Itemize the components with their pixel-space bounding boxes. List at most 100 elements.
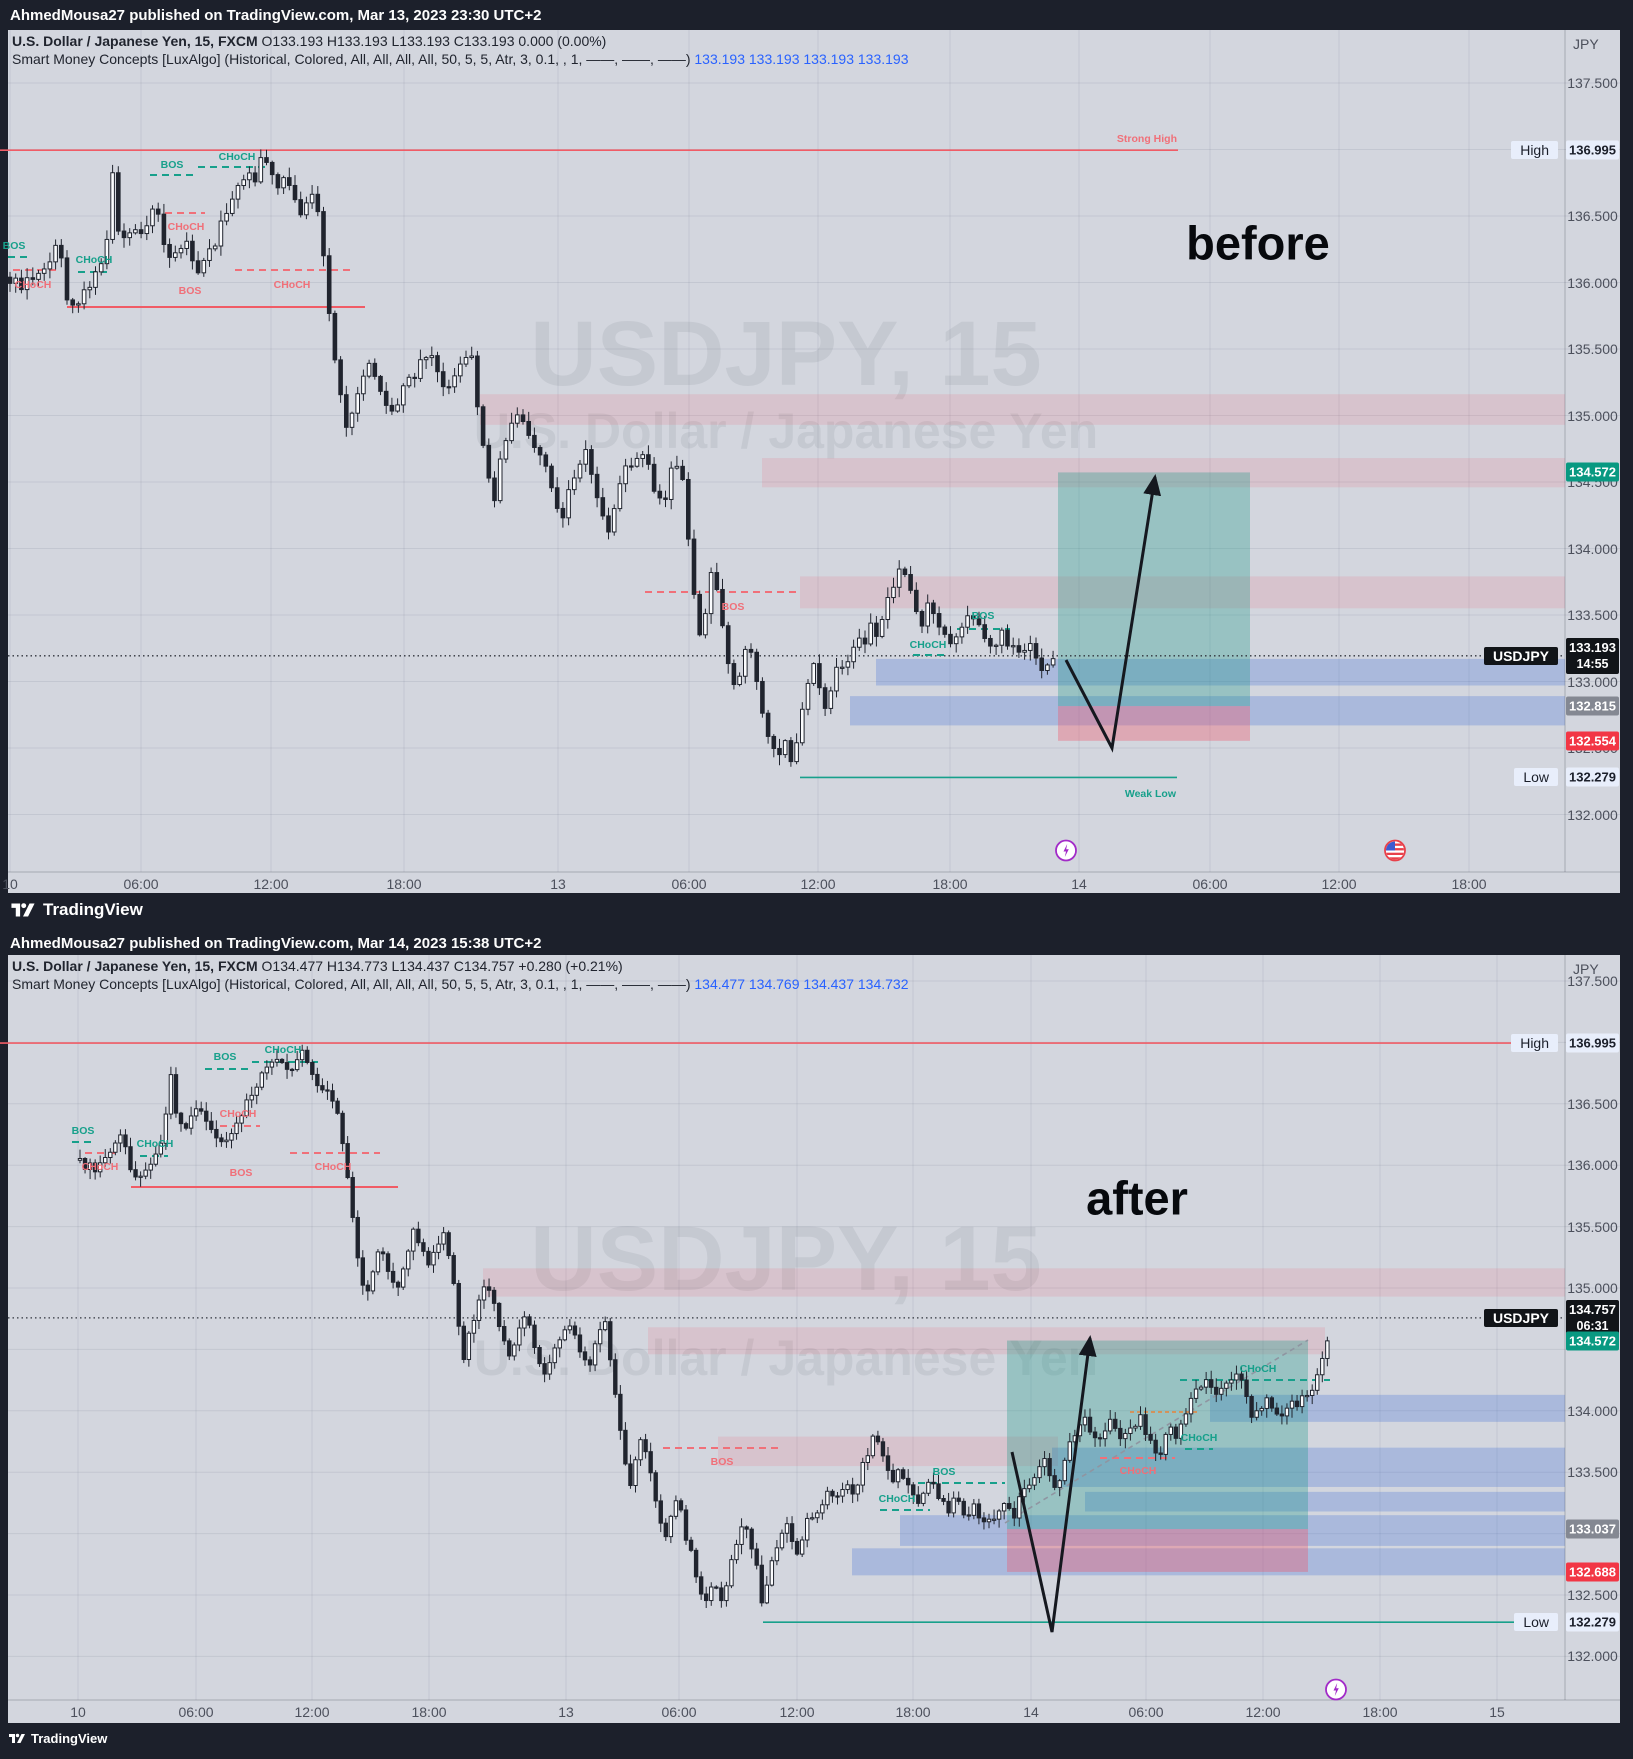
price-tick: 136.000: [1567, 1157, 1618, 1174]
price-scale[interactable]: JPY 137.500 136.500 136.000 135.500 135.000 13…: [1565, 30, 1620, 872]
indicator-title[interactable]: Smart Money Concepts [LuxAlgo] (Historic…: [12, 51, 909, 67]
tradingview-logo-text: TradingView: [43, 900, 143, 919]
price-tick: 134.000: [1567, 1402, 1618, 1419]
structure-label: CHoCH: [219, 151, 256, 163]
smc-zone-blue: [1210, 1394, 1565, 1422]
time-tick: 10: [2, 876, 18, 892]
structure-label: CHoCH: [879, 1493, 916, 1505]
time-tick: 12:00: [779, 1704, 815, 1720]
smc-zone-blue: [1052, 1447, 1565, 1487]
time-tick: 18:00: [932, 876, 968, 892]
price-scale[interactable]: JPY 137.500 136.500 136.000 135.500 135.000 13…: [1565, 955, 1620, 1700]
structure-label: BOS: [711, 1456, 734, 1468]
badge-time: 14:55: [1576, 656, 1609, 671]
ohlc-values: O133.193 H133.193 L133.193 C133.193 0.00…: [261, 33, 607, 49]
time-tick: 13: [558, 1704, 574, 1720]
mid-strip: TradingView AhmedMousa27 published on Tr…: [0, 893, 1633, 955]
structure-label: CHoCH: [137, 1138, 174, 1150]
symbol-description: U.S. Dollar / Japanese Yen, 15, FXCM: [12, 958, 262, 974]
us-flag-econ-icon[interactable]: [1383, 839, 1407, 868]
time-tick: 12:00: [1321, 876, 1357, 892]
idea-lightning-icon[interactable]: [1324, 1678, 1348, 1707]
price-tick: 132.000: [1567, 1648, 1618, 1665]
smc-zone-pink: [762, 458, 1565, 488]
price-chart-before[interactable]: USDJPY, 15U.S. Dollar / Japanese Yen BOS C…: [0, 30, 1633, 893]
price-tick: 137.500: [1567, 973, 1618, 989]
symbol-watermark: USDJPY, 15: [530, 303, 1041, 405]
tradingview-logo-small[interactable]: TradingView: [8, 1731, 107, 1746]
price-tick: 135.500: [1567, 341, 1618, 357]
chip-high: High: [1511, 1034, 1558, 1052]
axis-currency-label: JPY: [1573, 961, 1599, 977]
position-tool-greenbox[interactable]: [1007, 1340, 1308, 1530]
chip-low: Low: [1514, 768, 1558, 787]
structure-label: BOS: [72, 1125, 95, 1137]
idea-lightning-icon[interactable]: [1054, 839, 1078, 868]
structure-label: CHoCH: [910, 639, 947, 651]
annotation-text-before[interactable]: before: [1186, 216, 1330, 270]
tradingview-logo[interactable]: TradingView: [10, 899, 143, 921]
candlestick-series: [77, 1044, 1330, 1608]
structure-label: CHoCH: [274, 279, 311, 291]
structure-label: Strong High: [1117, 133, 1177, 145]
structure-label: CHoCH: [168, 221, 205, 233]
time-tick: 14: [1071, 876, 1087, 892]
price-tick: 132.000: [1567, 806, 1618, 823]
price-badge-light: 136.995: [1566, 1033, 1619, 1053]
time-tick: 18:00: [1451, 876, 1487, 892]
structure-label: CHoCH: [1120, 1465, 1157, 1477]
position-tool-redbox[interactable]: [1007, 1529, 1308, 1572]
bottom-strip: TradingView: [0, 1723, 1633, 1759]
position-tool-redbox[interactable]: [1058, 706, 1250, 741]
price-badge-red: 132.554: [1566, 731, 1619, 751]
tradingview-logo-icon: [10, 899, 36, 921]
price-tick: 133.000: [1567, 673, 1618, 690]
structure-label: BOS: [933, 1466, 956, 1478]
tradingview-logo-text: TradingView: [31, 1731, 108, 1746]
price-badge-black: 133.193 14:55: [1566, 637, 1619, 674]
time-scale[interactable]: 10 06:00 12:00 18:00 13 06:00 12:00 18:00 14 06:0…: [2, 872, 1620, 894]
time-tick: 06:00: [178, 1704, 214, 1720]
symbol-title[interactable]: U.S. Dollar / Japanese Yen, 15, FXCM O13…: [12, 958, 623, 974]
price-badge-light: 132.279: [1566, 767, 1619, 787]
trendline-dashed[interactable]: [1004, 1339, 1309, 1524]
indicator-name: Smart Money Concepts [LuxAlgo] (Historic…: [12, 51, 695, 67]
indicator-name: Smart Money Concepts [LuxAlgo] (Historic…: [12, 976, 695, 992]
chip-usdjpy: USDJPY: [1483, 1308, 1558, 1327]
badge-time: 06:31: [1576, 1318, 1609, 1333]
structure-label: CHoCH: [265, 1044, 302, 1056]
smc-zone-blue: [900, 1515, 1565, 1546]
symbol-title[interactable]: U.S. Dollar / Japanese Yen, 15, FXCM O13…: [12, 33, 606, 49]
structure-label: BOS: [179, 285, 202, 297]
smc-zone-pink: [480, 394, 1565, 425]
structure-label: CHoCH: [220, 1108, 257, 1120]
time-tick: 06:00: [1192, 876, 1228, 892]
smc-zone-blue: [852, 1548, 1565, 1576]
time-tick: 12:00: [1245, 1704, 1281, 1720]
annotation-text-after[interactable]: after: [1086, 1171, 1188, 1225]
smc-zone-blue: [850, 696, 1565, 726]
indicator-values: 134.477 134.769 134.437 134.732: [694, 976, 909, 992]
indicator-values: 133.193 133.193 133.193 133.193: [694, 51, 909, 67]
time-tick: 06:00: [661, 1704, 697, 1720]
chart-panel-before[interactable]: USDJPY, 15 U.S. Dollar / Japanese Yen BOS C…: [0, 30, 1633, 893]
axis-currency-label: JPY: [1573, 36, 1599, 52]
price-tick: 133.500: [1567, 1464, 1618, 1481]
drawn-arrow[interactable]: [1010, 1335, 1097, 1633]
indicator-title[interactable]: Smart Money Concepts [LuxAlgo] (Historic…: [12, 976, 909, 992]
price-tick: 136.500: [1567, 208, 1618, 224]
price-tick: 136.500: [1567, 1095, 1618, 1112]
price-badge-red: 132.688: [1566, 1562, 1619, 1582]
price-tick: 135.000: [1567, 407, 1618, 424]
time-scale[interactable]: 10 06:00 12:00 18:00 13 06:00 12:00 18:00 14 06:0…: [8, 1700, 1620, 1722]
smc-zone-pink: [483, 1268, 1565, 1297]
drawn-arrow[interactable]: [1064, 474, 1162, 753]
symbol-watermark-sub: U.S. Dollar / Japanese Yen: [474, 403, 1098, 459]
structure-label: CHoCH: [76, 254, 113, 266]
publish-text-before: AhmedMousa27 published on TradingView.co…: [10, 7, 542, 24]
position-tool-greenbox[interactable]: [1058, 472, 1250, 707]
price-chart-after[interactable]: USDJPY, 15U.S. Dollar / Japanese YenBOSC…: [0, 955, 1633, 1723]
chart-panel-after[interactable]: USDJPY, 15 U.S. Dollar / Japanese Yen BOS C…: [0, 955, 1633, 1723]
time-tick: 12:00: [294, 1704, 330, 1720]
time-tick: 18:00: [411, 1704, 447, 1720]
